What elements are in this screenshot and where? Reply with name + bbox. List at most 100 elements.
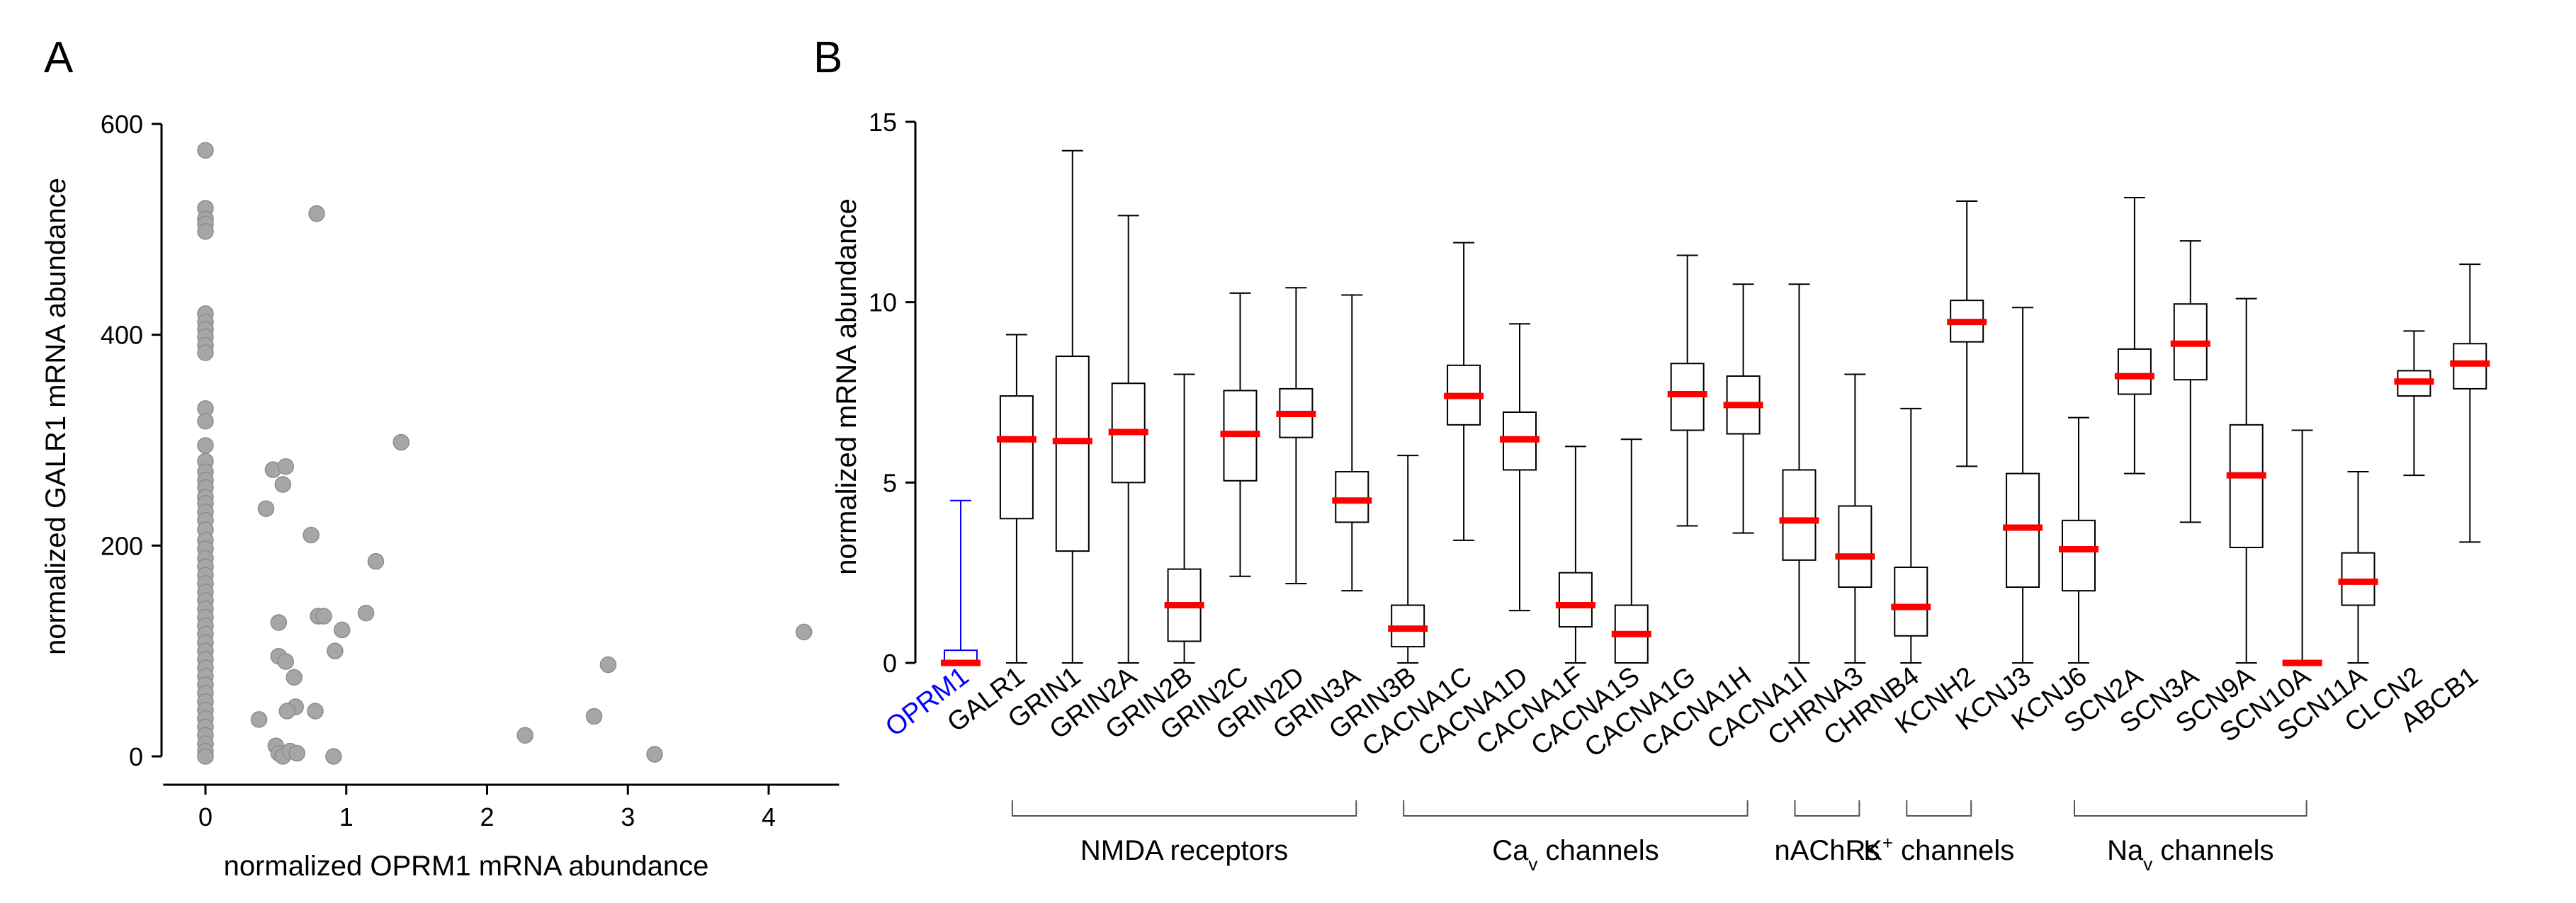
box-iqr — [2229, 424, 2264, 549]
group-label: NMDA receptors — [1080, 835, 1288, 866]
group-bracket — [2074, 800, 2307, 817]
box-iqr — [1055, 356, 1090, 552]
scatter-point — [308, 205, 325, 222]
box-iqr — [2117, 348, 2152, 395]
box-chrnb4 — [1891, 407, 1931, 664]
scatter-plot-oprm1-vs-galr1: normalized GALR1 mRNA abundance normaliz… — [40, 110, 840, 882]
scatter-point — [197, 344, 214, 361]
panel-b-letter: B — [813, 33, 842, 82]
scatter-point — [646, 746, 663, 763]
group-bracket — [1011, 800, 1357, 817]
scatter-point — [197, 412, 214, 430]
scatter-point — [315, 608, 332, 625]
scatter-point — [334, 621, 351, 639]
scatter-x-tick-label: 4 — [762, 802, 776, 831]
box-iqr — [999, 395, 1034, 520]
scatter-y-tick-label: 600 — [101, 110, 143, 139]
box-grin2d — [1276, 287, 1316, 584]
box-galr1 — [996, 334, 1036, 664]
box-y-tick-label: 0 — [883, 649, 897, 678]
box-cacna1s — [1611, 438, 1651, 664]
scatter-x-tick-label: 3 — [621, 802, 635, 831]
scatter-point — [257, 500, 275, 517]
box-cacna1g — [1667, 254, 1707, 527]
scatter-point — [277, 458, 295, 475]
scatter-point — [585, 708, 603, 725]
scatter-point — [286, 669, 303, 686]
box-grin2c — [1220, 292, 1260, 577]
scatter-y-tick-label: 200 — [101, 531, 143, 560]
group-nmda-receptors: NMDA receptors — [1011, 800, 1357, 866]
group-ca: Cav channels — [1403, 800, 1749, 875]
box-iqr — [1838, 505, 1872, 589]
box-clcn2 — [2394, 330, 2434, 477]
scatter-point — [288, 744, 305, 762]
scatter-point — [250, 711, 268, 728]
box-iqr — [1558, 572, 1593, 628]
group-label: Cav channels — [1492, 835, 1659, 875]
box-grin3b — [1388, 455, 1428, 664]
box-cacna1i — [1779, 283, 1819, 664]
box-y-tick-label: 15 — [869, 108, 897, 137]
group-label: nAChRs — [1774, 835, 1880, 866]
scatter-point — [197, 437, 214, 454]
scatter-point — [599, 656, 617, 674]
box-cacna1f — [1555, 445, 1595, 664]
group-nachrs: nAChRs — [1774, 800, 1880, 866]
scatter-x-tick-label: 1 — [339, 802, 354, 831]
scatter-point — [307, 703, 324, 720]
scatter-y-axis-label: normalized GALR1 mRNA abundance — [40, 178, 72, 655]
scatter-point — [197, 223, 214, 240]
scatter-point — [795, 623, 813, 641]
scatter-point — [277, 653, 295, 670]
box-kcnj6 — [2059, 416, 2098, 664]
group-label: K+ channels — [1863, 832, 2014, 866]
box-cacna1d — [1500, 323, 1540, 612]
box-scn10a — [2282, 429, 2322, 666]
box-y-tick-label: 5 — [883, 468, 897, 497]
scatter-x-axis-label: normalized OPRM1 mRNA abundance — [224, 851, 709, 882]
box-scn11a — [2338, 471, 2378, 664]
scatter-point — [367, 552, 385, 570]
scatter-point — [303, 526, 320, 544]
box-cacna1c — [1444, 242, 1484, 541]
panel-a-letter: A — [44, 33, 74, 82]
group-label: Nav channels — [2107, 835, 2273, 875]
box-grin3a — [1332, 294, 1372, 592]
box-y-tick-label: 10 — [869, 288, 897, 317]
box-y-axis-label: normalized mRNA abundance — [831, 198, 862, 574]
scatter-point — [392, 433, 410, 451]
scatter-point — [278, 703, 296, 720]
box-kcnj3 — [2003, 307, 2043, 664]
scatter-point — [197, 142, 214, 159]
scatter-point — [325, 748, 342, 765]
box-grin1 — [1052, 149, 1092, 664]
box-iqr — [1894, 567, 1928, 637]
box-plot-mrna-abundance: normalized mRNA abundance 051015OPRM1GAL… — [831, 108, 2490, 875]
box-chrna3 — [1835, 373, 1875, 664]
box-iqr — [1335, 471, 1369, 523]
box-scn2a — [2114, 196, 2154, 475]
scatter-x-tick-label: 0 — [198, 802, 213, 831]
group-bracket — [1906, 800, 1972, 817]
box-iqr — [1782, 469, 1817, 561]
group-bracket — [1403, 800, 1749, 817]
box-grin2a — [1108, 215, 1148, 664]
group-bracket — [1794, 800, 1860, 817]
group-na: Nav channels — [2074, 800, 2307, 875]
box-scn9a — [2226, 297, 2266, 664]
scatter-point — [270, 614, 288, 631]
box-kcnh2 — [1947, 200, 1987, 467]
box-scn3a — [2170, 240, 2210, 523]
box-cacna1h — [1723, 283, 1763, 534]
box-abcb1 — [2450, 263, 2490, 543]
scatter-point — [197, 748, 214, 765]
scatter-x-tick-label: 2 — [480, 802, 494, 831]
scatter-point — [516, 727, 533, 744]
group-k: K+ channels — [1863, 800, 2014, 866]
scatter-point — [327, 642, 344, 659]
box-iqr — [2062, 519, 2096, 592]
box-grin2b — [1164, 373, 1204, 664]
scatter-y-tick-label: 400 — [101, 321, 143, 350]
